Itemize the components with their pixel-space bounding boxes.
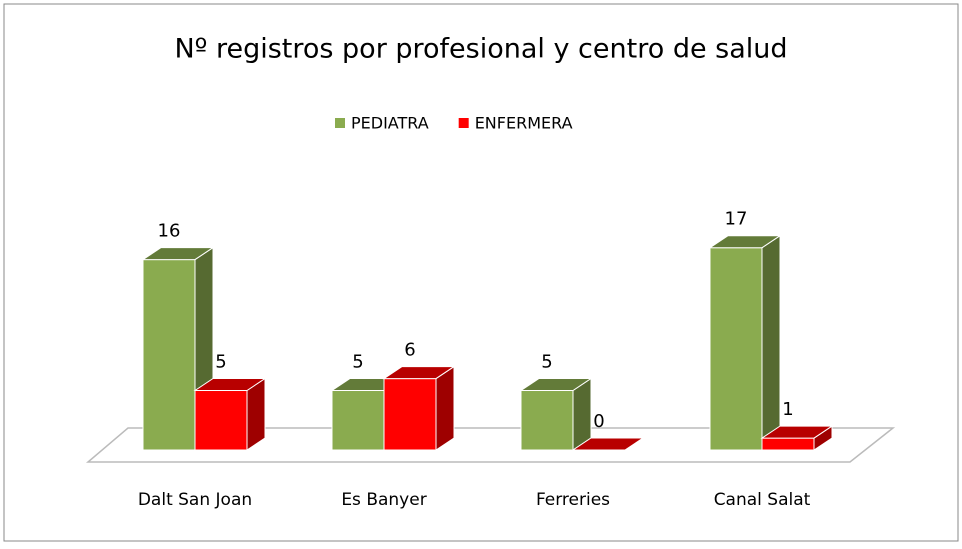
bar-front [520, 390, 574, 451]
bar-top [382, 366, 456, 380]
data-label: 1 [782, 399, 793, 420]
bar-front [383, 378, 437, 451]
bar-top [760, 425, 834, 439]
bar-side [761, 234, 781, 451]
bar-front [331, 390, 385, 451]
bar-front [709, 247, 763, 451]
bar-top [141, 247, 215, 261]
bar [571, 437, 645, 451]
legend-label: PEDIATRA [351, 114, 429, 133]
bar-side [435, 365, 455, 451]
legend-swatch [335, 118, 345, 128]
legend-swatch [458, 118, 469, 128]
data-label: 5 [541, 352, 552, 373]
data-label: 5 [215, 352, 226, 373]
floor [85, 427, 896, 463]
x-tick-label: Es Banyer [341, 490, 426, 510]
bar-top [519, 378, 593, 391]
chart-title: Nº registros por profesional y centro de… [174, 34, 787, 65]
bar [760, 425, 834, 451]
bar-front [761, 437, 815, 451]
legend-item: PEDIATRA [335, 114, 429, 133]
bar [193, 377, 267, 451]
bar [708, 234, 782, 451]
legend-label: ENFERMERA [475, 114, 573, 133]
bar-top [193, 378, 267, 391]
data-label: 6 [404, 340, 415, 361]
bar [519, 377, 593, 451]
data-label: 5 [352, 352, 363, 373]
legend-item: ENFERMERA [458, 114, 573, 133]
bar-top [708, 235, 782, 249]
data-label: 16 [158, 221, 181, 242]
x-tick-label: Canal Salat [714, 490, 811, 510]
bar-front [194, 390, 248, 451]
bar [382, 365, 456, 451]
x-tick-label: Dalt San Joan [138, 490, 252, 510]
bar-top [571, 437, 645, 451]
x-tick-label: Ferreries [536, 490, 610, 510]
data-label: 17 [725, 209, 748, 230]
bar-front [142, 259, 196, 451]
data-label: 0 [593, 411, 604, 432]
